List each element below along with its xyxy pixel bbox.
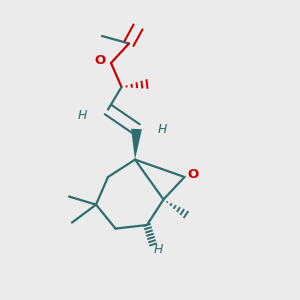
Text: H: H: [78, 109, 87, 122]
Text: H: H: [154, 243, 163, 256]
Text: H: H: [157, 122, 167, 136]
Text: O: O: [187, 167, 199, 181]
Polygon shape: [131, 129, 142, 160]
Text: O: O: [95, 53, 106, 67]
